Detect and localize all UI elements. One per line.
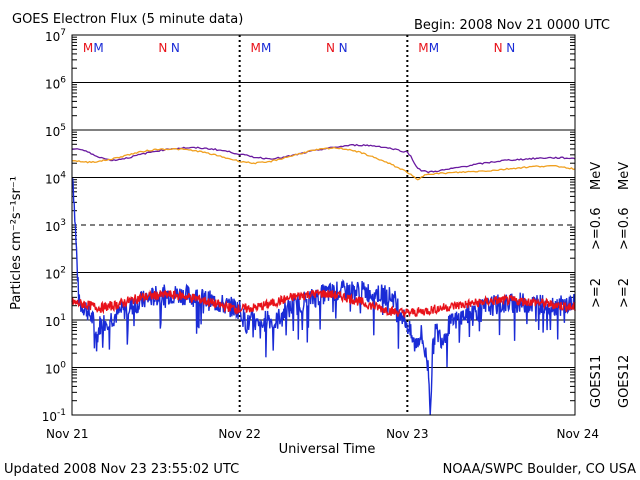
chart-title: GOES Electron Flux (5 minute data) <box>12 12 243 27</box>
plot-frame <box>71 34 576 416</box>
y-tick-label: 10-1 <box>42 408 66 424</box>
y-tick-label: 107 <box>45 28 66 44</box>
noon-marker: N <box>158 41 167 55</box>
y-tick-label: 101 <box>45 313 66 329</box>
right-legend: GOES11 GOES12 >=2 >=0.6 MeV >=2 >=0.6 Me… <box>589 162 632 408</box>
legend-goes12-low: >=0.6 <box>617 208 632 250</box>
noon-marker: N <box>339 41 348 55</box>
y-tick-label: 106 <box>45 76 66 92</box>
midnight-marker: M <box>83 41 93 55</box>
series-line <box>71 146 576 181</box>
y-tick-labels: 10-1 100 101 102 103 104 105 106 107 <box>42 28 67 424</box>
x-axis-label: Universal Time <box>279 442 376 457</box>
day-night-markers: M M M M M MN N N N N N <box>83 41 515 55</box>
legend-goes11-low: >=0.6 <box>589 208 604 250</box>
begin-time: Begin: 2008 Nov 21 0000 UTC <box>414 18 610 33</box>
y-tick-label: 103 <box>45 218 66 234</box>
midnight-marker: M <box>251 41 261 55</box>
y-tick-label: 104 <box>45 171 66 187</box>
grid-lines <box>72 35 575 415</box>
x-tick-labels: Nov 21 Nov 22 Nov 23 Nov 24 <box>46 427 599 441</box>
updated-time: Updated 2008 Nov 23 23:55:02 UTC <box>4 462 239 477</box>
x-tick-label: Nov 22 <box>218 427 261 441</box>
legend-goes12-high: >=2 <box>617 278 632 308</box>
legend-goes11: GOES11 <box>589 355 604 408</box>
series-line <box>71 289 576 318</box>
legend-unit-top: MeV <box>589 162 604 190</box>
midnight-marker: M <box>93 41 103 55</box>
noon-marker: N <box>171 41 180 55</box>
midnight-marker: M <box>261 41 271 55</box>
x-tick-label: Nov 23 <box>386 427 429 441</box>
noon-marker: N <box>326 41 335 55</box>
midnight-marker: M <box>429 41 439 55</box>
y-axis-label: Particles cm⁻²s⁻¹sr⁻¹ <box>9 176 24 310</box>
credit-line: NOAA/SWPC Boulder, CO USA <box>443 462 636 477</box>
x-tick-label: Nov 21 <box>46 427 89 441</box>
legend-unit-bottom: MeV <box>617 162 632 190</box>
legend-goes11-high: >=2 <box>589 278 604 308</box>
noon-marker: N <box>506 41 515 55</box>
y-tick-label: 100 <box>45 361 66 377</box>
y-tick-label: 105 <box>45 123 66 139</box>
midnight-marker: M <box>418 41 428 55</box>
noon-marker: N <box>494 41 503 55</box>
x-tick-label: Nov 24 <box>556 427 599 441</box>
y-tick-label: 102 <box>45 266 66 282</box>
series-lines <box>71 143 576 416</box>
legend-goes12: GOES12 <box>617 355 632 408</box>
